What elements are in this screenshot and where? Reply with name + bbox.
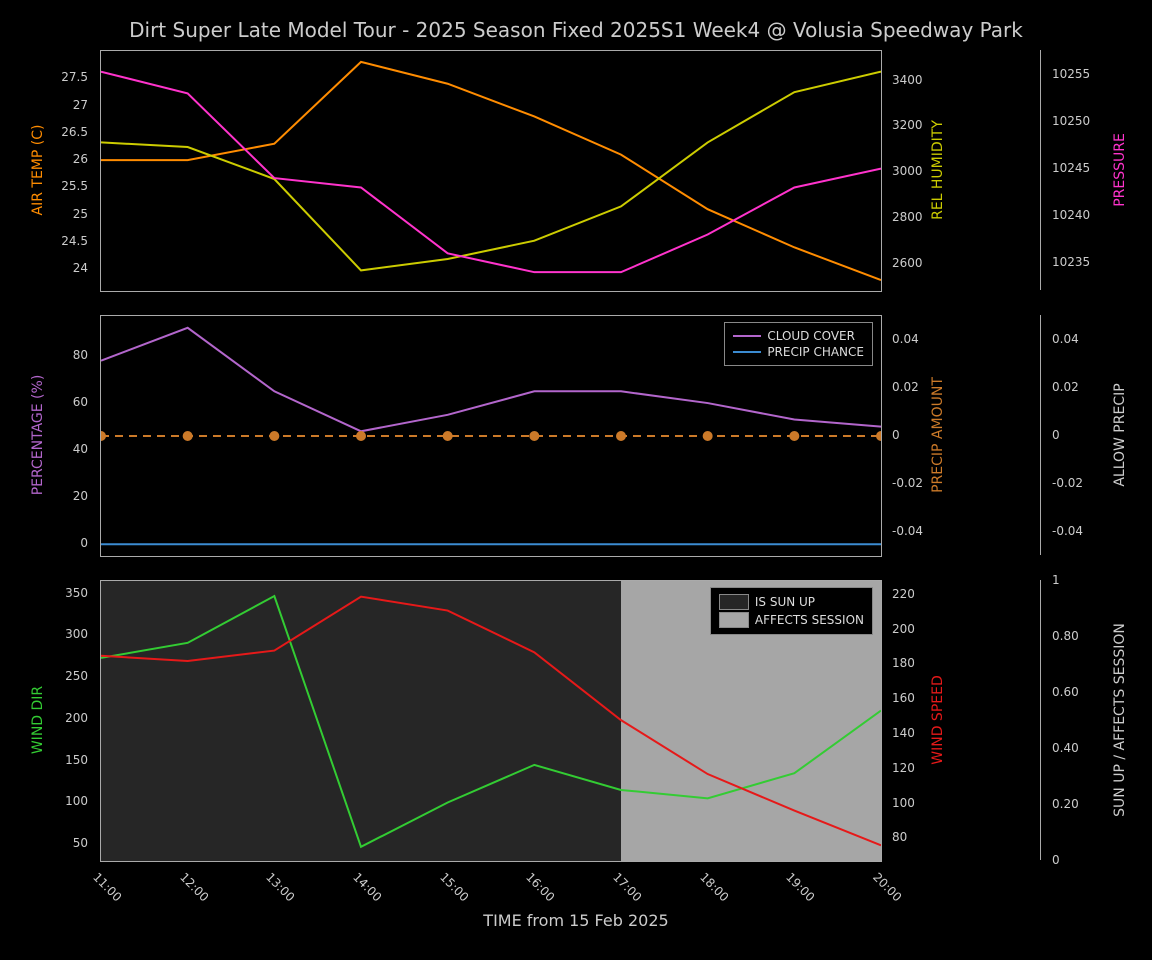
ytick: 2600 (892, 256, 923, 270)
axis-label: WIND DIR (30, 686, 46, 754)
axis-label: PRESSURE (1112, 133, 1128, 207)
axis-label: SUN UP / AFFECTS SESSION (1112, 623, 1128, 817)
panel: IS SUN UP AFFECTS SESSION (100, 580, 882, 862)
ytick: 20 (73, 489, 88, 503)
r2-spine (1040, 580, 1041, 860)
ytick: -0.04 (892, 524, 923, 538)
ytick: 200 (65, 711, 88, 725)
ytick: 27 (73, 98, 88, 112)
xtick: 20:00 (870, 870, 904, 904)
legend-item: IS SUN UP (719, 594, 864, 610)
ytick: -0.02 (1052, 476, 1083, 490)
ytick: 100 (892, 796, 915, 810)
ytick: 25 (73, 207, 88, 221)
r2-spine (1040, 315, 1041, 555)
ytick: 1 (1052, 573, 1060, 587)
xtick-container: 11:0012:0013:0014:0015:0016:0017:0018:00… (100, 866, 880, 916)
ytick: 0.60 (1052, 685, 1079, 699)
xtick: 15:00 (437, 870, 471, 904)
ytick: 0.20 (1052, 797, 1079, 811)
ytick: 25.5 (61, 179, 88, 193)
page-title: Dirt Super Late Model Tour - 2025 Season… (0, 18, 1152, 42)
ytick: 10235 (1052, 255, 1090, 269)
xtick: 13:00 (263, 870, 297, 904)
xtick: 17:00 (610, 870, 644, 904)
ytick: 150 (65, 753, 88, 767)
ytick: 0 (892, 428, 900, 442)
axis-label: WIND SPEED (930, 675, 946, 764)
legend-item: CLOUD COVER (733, 329, 864, 343)
legend-line (733, 351, 761, 353)
ytick: 10255 (1052, 67, 1090, 81)
ytick: 60 (73, 395, 88, 409)
ytick: 40 (73, 442, 88, 456)
ytick: 200 (892, 622, 915, 636)
r2-spine (1040, 50, 1041, 290)
xtick: 12:00 (177, 870, 211, 904)
ytick: 2800 (892, 210, 923, 224)
ytick: 80 (892, 830, 907, 844)
ytick: 3400 (892, 73, 923, 87)
xtick: 16:00 (523, 870, 557, 904)
xtick: 18:00 (697, 870, 731, 904)
x-axis-label: TIME from 15 Feb 2025 (0, 911, 1152, 930)
ytick: 0.04 (892, 332, 919, 346)
xtick: 11:00 (90, 870, 124, 904)
ytick: 120 (892, 761, 915, 775)
ytick: 3200 (892, 118, 923, 132)
ytick: 180 (892, 656, 915, 670)
ytick: 3000 (892, 164, 923, 178)
xtick: 14:00 (350, 870, 384, 904)
ytick: 26 (73, 152, 88, 166)
axis-label: ALLOW PRECIP (1112, 383, 1128, 486)
ytick: 24.5 (61, 234, 88, 248)
legend-swatch (719, 612, 749, 628)
panel: CLOUD COVER PRECIP CHANCE (100, 315, 882, 557)
axis-label: REL HUMIDITY (930, 120, 946, 220)
legend-swatch (719, 594, 749, 610)
ytick: 0.40 (1052, 741, 1079, 755)
panel (100, 50, 882, 292)
ytick: 24 (73, 261, 88, 275)
ytick: 26.5 (61, 125, 88, 139)
ytick: 0.02 (1052, 380, 1079, 394)
ytick: 0 (1052, 428, 1060, 442)
legend-line (733, 335, 761, 337)
ytick: 80 (73, 348, 88, 362)
ytick: 140 (892, 726, 915, 740)
ytick: 0.80 (1052, 629, 1079, 643)
ytick: 0.04 (1052, 332, 1079, 346)
legend: IS SUN UP AFFECTS SESSION (710, 587, 873, 635)
legend-label: IS SUN UP (755, 595, 815, 609)
xtick: 19:00 (783, 870, 817, 904)
ytick: 0 (80, 536, 88, 550)
ytick: 10250 (1052, 114, 1090, 128)
legend-item: AFFECTS SESSION (719, 612, 864, 628)
axis-label: PERCENTAGE (%) (30, 375, 46, 496)
ytick: 350 (65, 586, 88, 600)
legend-label: CLOUD COVER (767, 329, 855, 343)
axis-label: AIR TEMP (C) (30, 125, 46, 216)
legend: CLOUD COVER PRECIP CHANCE (724, 322, 873, 366)
ytick: 300 (65, 627, 88, 641)
ytick: 100 (65, 794, 88, 808)
ytick: -0.02 (892, 476, 923, 490)
legend-label: PRECIP CHANCE (767, 345, 864, 359)
ytick: 220 (892, 587, 915, 601)
axis-label: PRECIP AMOUNT (930, 377, 946, 493)
ytick: 250 (65, 669, 88, 683)
figure: Dirt Super Late Model Tour - 2025 Season… (0, 0, 1152, 960)
ytick: 0.02 (892, 380, 919, 394)
ytick: 0 (1052, 853, 1060, 867)
ytick: 27.5 (61, 70, 88, 84)
ytick: 10245 (1052, 161, 1090, 175)
ytick: -0.04 (1052, 524, 1083, 538)
legend-item: PRECIP CHANCE (733, 345, 864, 359)
ytick: 160 (892, 691, 915, 705)
legend-label: AFFECTS SESSION (755, 613, 864, 627)
ytick: 10240 (1052, 208, 1090, 222)
ytick: 50 (73, 836, 88, 850)
